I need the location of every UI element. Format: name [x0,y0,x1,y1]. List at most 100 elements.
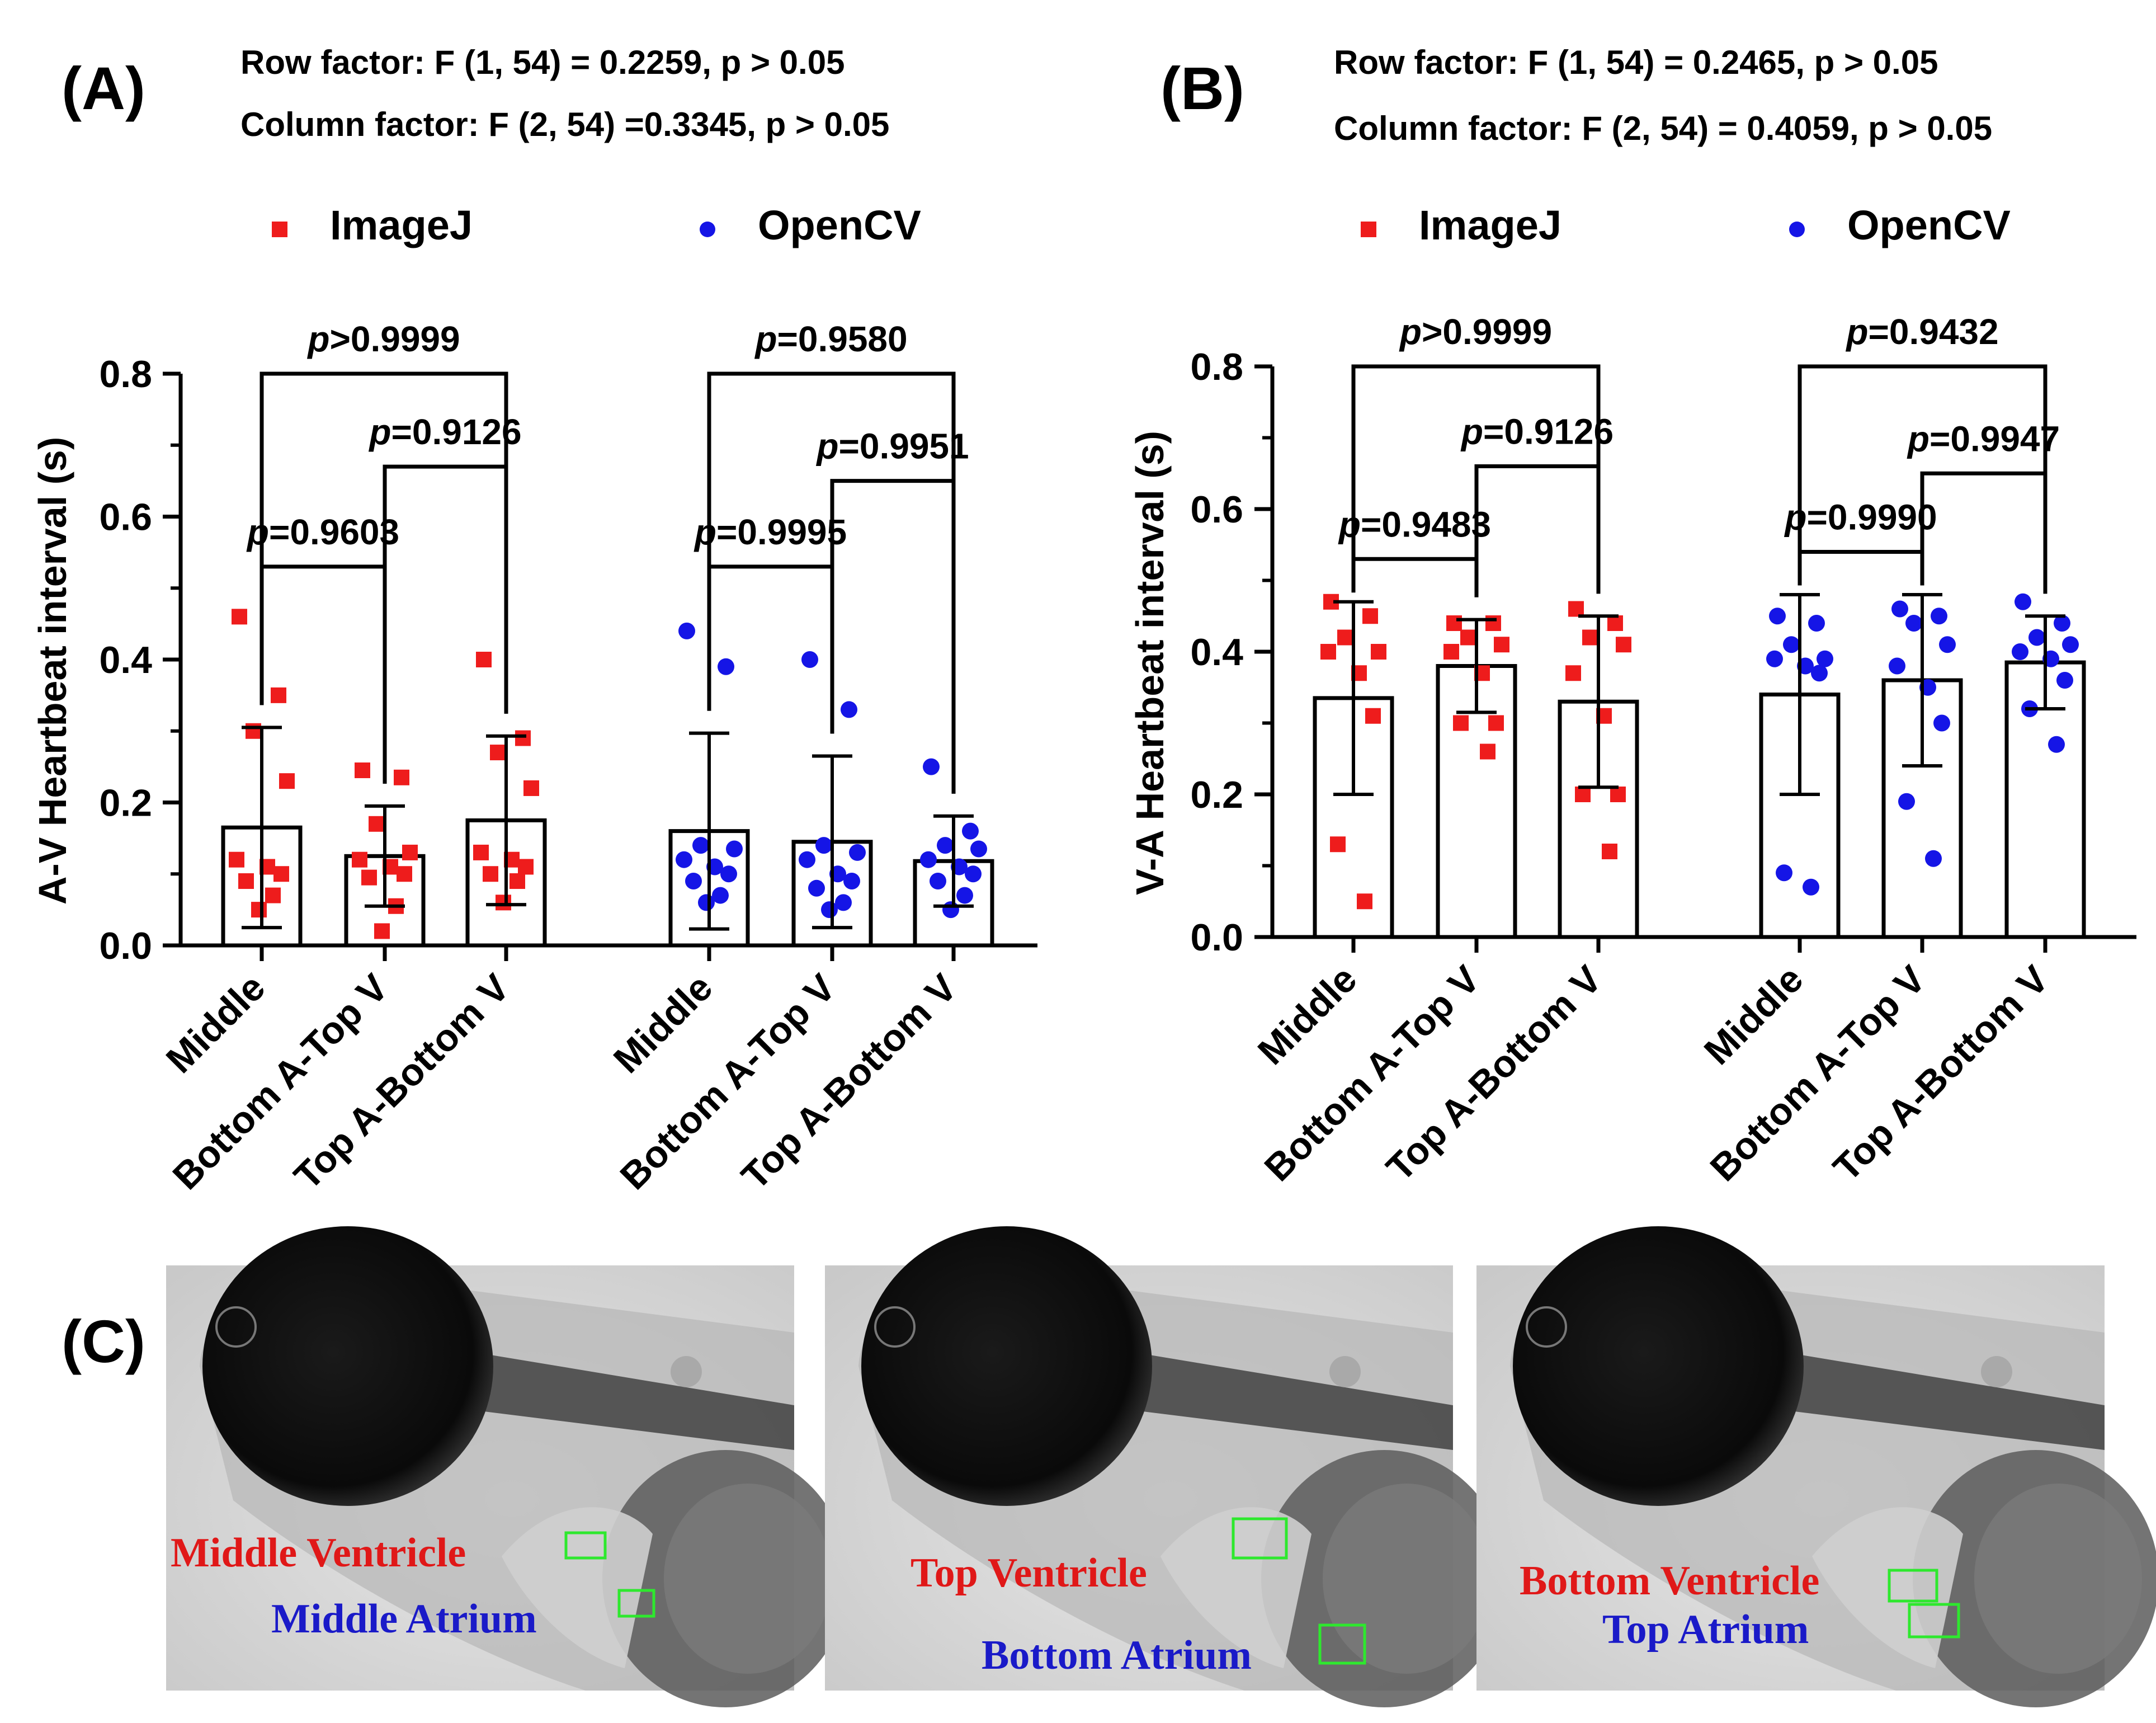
yolk-inner [664,1484,832,1674]
data-point [473,844,489,860]
data-point [720,865,737,883]
roi-box [1908,1603,1960,1639]
panel-label-c: (C) [62,1307,145,1375]
data-point [476,652,492,667]
roi-box [564,1531,607,1560]
data-point [1337,629,1353,646]
data-point [273,866,289,882]
data-point [1891,600,1908,618]
data-point [1925,850,1942,867]
dark-band [1767,1349,2105,1450]
comparison-p-value: p=0.9951 [815,426,969,467]
data-point [1602,844,1617,859]
comparison-bracket [260,564,387,784]
data-point [930,873,946,890]
x-tick-label: Bottom A-Top V [612,966,843,1198]
data-point [2015,593,2031,610]
data-point [490,745,506,761]
data-point [1610,787,1626,802]
data-point [808,879,825,897]
roi-box [1232,1517,1288,1560]
data-point [1362,608,1378,624]
data-point [1446,615,1462,631]
data-point [1905,615,1922,632]
vesicle [215,1306,257,1348]
legend-label: OpenCV [1847,202,2011,248]
data-point [1817,650,1833,667]
data-point [246,723,261,739]
heart-region [502,1507,653,1668]
y-tick-label: 0.6 [1190,488,1243,531]
eye [1513,1226,1804,1506]
data-point [251,902,267,918]
data-point [843,873,860,890]
data-point [402,844,418,860]
data-point [676,851,692,868]
heart-region [1812,1507,1963,1668]
data-point [355,762,370,779]
data-point [1769,608,1786,625]
data-point [1568,601,1584,617]
y-tick-label: 0.0 [1190,916,1243,959]
data-point [801,651,818,668]
data-point [374,923,390,939]
data-point [815,837,832,854]
legend-label: OpenCV [758,202,921,248]
data-point [394,769,409,785]
comparison-p-value: p=0.9990 [1784,497,1937,538]
photo-panel-c: Middle Ventricle Middle Atrium Top Ventric… [166,1226,2156,1707]
data-point [1357,893,1372,910]
y-tick-label: 0.8 [99,353,152,396]
atrium-label: Top Atrium [1602,1607,1809,1653]
data-point [1565,665,1581,681]
atrium-label: Bottom Atrium [982,1632,1252,1678]
data-point [1443,644,1459,660]
x-tick-label: Bottom A-Top V [1702,958,1933,1189]
ventricle-label: Top Ventricle [910,1550,1147,1596]
comparison-p-value: p=0.9947 [1907,418,2060,459]
legend-marker-square [272,222,287,237]
y-tick-label: 0.4 [99,639,152,681]
x-tick-label: Bottom A-Top V [164,966,396,1198]
ventricle-label: Bottom Ventricle [1520,1558,1819,1604]
comparison-bracket [1920,471,2048,594]
x-tick-label: Middle [606,966,721,1081]
ventricle-label: Middle Ventricle [171,1530,466,1576]
y-tick-label: 0.2 [99,782,152,825]
data-point [1485,615,1501,631]
stats-line: Row factor: F (1, 54) = 0.2465, p > 0.05 [1334,44,1938,81]
data-point [799,851,815,868]
vesicle [1526,1306,1567,1348]
stats-line: Row factor: F (1, 54) = 0.2259, p > 0.05 [240,44,845,81]
data-point [937,837,954,854]
panel-label-a: (A) [62,54,145,122]
vesicle [1329,1356,1361,1387]
legend-marker-circle [700,222,715,237]
data-point [956,887,973,904]
data-point [229,851,244,868]
y-tick-label: 0.2 [1190,774,1243,816]
data-point [483,866,498,882]
data-point [942,901,959,919]
data-point [279,773,295,789]
data-point [265,887,281,903]
data-point [678,622,695,639]
bar [1558,699,1639,939]
data-point [496,895,511,911]
y-tick-label: 0.6 [99,496,152,539]
data-point [352,851,367,868]
y-tick-label: 0.0 [99,925,152,967]
data-point [970,840,987,858]
data-point [1453,715,1469,731]
comparison-p-value: p=0.9432 [1845,312,1998,352]
data-point [1766,650,1783,667]
comparison-p-value: p=0.9995 [693,512,847,552]
data-point [712,887,729,904]
data-point [923,758,940,775]
data-point [515,730,531,746]
data-point [2062,636,2079,653]
data-point [1494,637,1509,653]
vesicle [1981,1356,2012,1387]
data-point [965,865,982,883]
data-point [509,873,525,889]
